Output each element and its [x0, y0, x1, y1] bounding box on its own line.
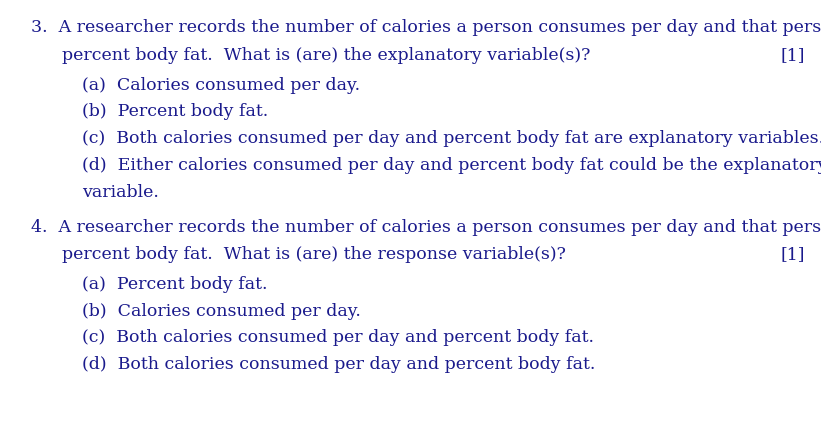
Text: percent body fat.  What is (are) the response variable(s)?: percent body fat. What is (are) the resp…	[62, 246, 566, 263]
Text: [1]: [1]	[780, 47, 805, 64]
Text: (c)  Both calories consumed per day and percent body fat are explanatory variabl: (c) Both calories consumed per day and p…	[82, 130, 821, 147]
Text: (d)  Either calories consumed per day and percent body fat could be the explanat: (d) Either calories consumed per day and…	[82, 157, 821, 174]
Text: [1]: [1]	[780, 246, 805, 263]
Text: 3.  A researcher records the number of calories a person consumes per day and th: 3. A researcher records the number of ca…	[31, 19, 821, 36]
Text: (b)  Calories consumed per day.: (b) Calories consumed per day.	[82, 302, 361, 319]
Text: (d)  Both calories consumed per day and percent body fat.: (d) Both calories consumed per day and p…	[82, 355, 595, 372]
Text: 4.  A researcher records the number of calories a person consumes per day and th: 4. A researcher records the number of ca…	[31, 218, 821, 235]
Text: percent body fat.  What is (are) the explanatory variable(s)?: percent body fat. What is (are) the expl…	[62, 47, 590, 64]
Text: (a)  Calories consumed per day.: (a) Calories consumed per day.	[82, 77, 360, 94]
Text: variable.: variable.	[82, 183, 159, 200]
Text: (c)  Both calories consumed per day and percent body fat.: (c) Both calories consumed per day and p…	[82, 328, 594, 345]
Text: (a)  Percent body fat.: (a) Percent body fat.	[82, 276, 268, 293]
Text: (b)  Percent body fat.: (b) Percent body fat.	[82, 103, 268, 120]
